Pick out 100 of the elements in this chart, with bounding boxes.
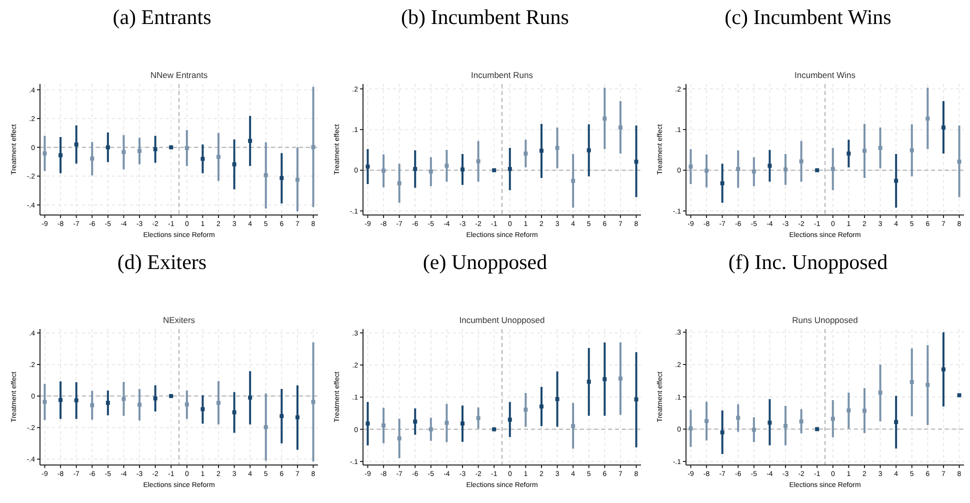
point: [397, 181, 402, 186]
chart-title: (c) Incumbent Wins: [724, 5, 892, 29]
point: [815, 168, 820, 172]
point: [58, 153, 63, 158]
point: [957, 393, 962, 398]
point: [878, 390, 882, 395]
point: [311, 400, 316, 404]
point: [634, 160, 638, 164]
point: [571, 178, 576, 183]
point: [366, 422, 370, 426]
point: [784, 424, 788, 428]
point: [720, 430, 724, 434]
point: [736, 416, 740, 420]
point: [508, 167, 512, 172]
point: [248, 138, 252, 143]
point: [602, 377, 607, 382]
point: [688, 426, 693, 430]
point: [280, 176, 284, 180]
point: [264, 425, 268, 430]
point: [90, 403, 94, 408]
point: [752, 169, 756, 174]
point: [910, 148, 914, 152]
point: [169, 394, 174, 398]
point: [42, 400, 47, 404]
point: [153, 147, 158, 152]
point: [74, 398, 78, 402]
point: [784, 167, 788, 172]
point: [957, 160, 962, 164]
chart-title: (e) Unopposed: [422, 250, 548, 274]
point: [508, 418, 512, 422]
point: [184, 146, 189, 150]
point: [830, 416, 835, 421]
point: [280, 414, 284, 418]
point: [200, 156, 205, 161]
point: [106, 400, 110, 405]
point: [169, 145, 174, 150]
point: [248, 396, 252, 400]
point: [878, 146, 882, 150]
point: [382, 423, 386, 428]
chart-subtitle: NExiters: [162, 315, 196, 325]
point: [106, 145, 110, 150]
point: [926, 116, 930, 121]
point: [122, 396, 126, 401]
point: [413, 167, 418, 172]
point: [571, 424, 576, 428]
point: [941, 367, 946, 372]
point: [295, 415, 300, 420]
point: [926, 382, 930, 387]
point: [444, 164, 449, 168]
point: [428, 427, 433, 432]
chart-subtitle: Incumbent Wins: [794, 70, 856, 80]
point: [768, 420, 772, 425]
chart-title: (b) Incumbent Runs: [401, 5, 569, 29]
point: [476, 159, 480, 164]
point: [366, 164, 370, 169]
point: [90, 156, 94, 161]
point: [846, 408, 851, 412]
point: [894, 420, 898, 424]
chart-title: (d) Exiters: [117, 250, 207, 274]
point: [232, 410, 236, 414]
point: [492, 427, 496, 432]
point: [634, 397, 638, 402]
point: [444, 420, 449, 425]
point: [311, 145, 316, 150]
point: [460, 167, 465, 172]
chart-subtitle: Incumbent Runs: [471, 70, 533, 80]
point: [618, 376, 622, 381]
point: [539, 404, 544, 408]
point: [586, 148, 591, 152]
point: [397, 436, 402, 440]
point: [122, 150, 126, 154]
point: [555, 146, 560, 150]
point: [910, 380, 914, 384]
point: [602, 116, 607, 121]
point: [460, 422, 465, 426]
point: [138, 148, 142, 153]
point: [413, 420, 418, 424]
point: [830, 167, 835, 172]
chart-title: (a) Entrants: [112, 5, 212, 29]
point: [846, 152, 851, 156]
chart-title: (f) Inc. Unopposed: [728, 250, 888, 274]
chart-subtitle: Runs Unopposed: [792, 315, 858, 325]
point: [382, 168, 386, 173]
point: [524, 408, 528, 412]
point: [555, 397, 560, 402]
point: [476, 416, 480, 420]
point: [720, 181, 724, 186]
point: [295, 178, 300, 182]
point: [232, 162, 236, 166]
point: [799, 419, 804, 424]
point: [752, 428, 756, 432]
point: [492, 168, 496, 172]
point: [74, 142, 78, 146]
point: [941, 126, 946, 130]
chart-subtitle: Incumbent Unopposed: [459, 315, 546, 325]
point: [688, 164, 693, 169]
point: [539, 148, 544, 153]
point: [799, 159, 804, 164]
point: [264, 173, 268, 178]
point: [618, 126, 622, 130]
